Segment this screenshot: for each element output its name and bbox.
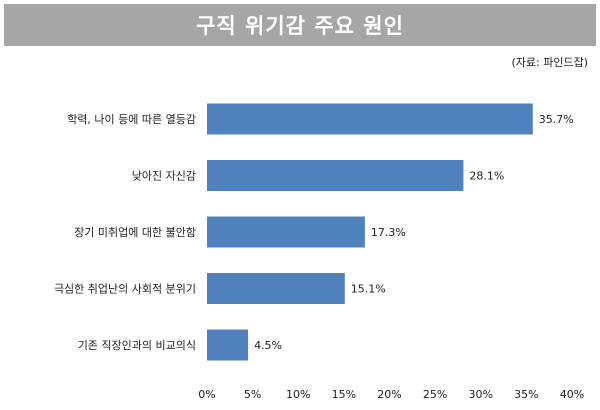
bar-0	[207, 103, 533, 135]
x-tick-label-1: 5%	[244, 388, 261, 401]
bar-4	[207, 329, 249, 361]
x-tick-label-6: 30%	[469, 388, 493, 401]
x-tick-label-4: 20%	[377, 388, 401, 401]
value-label-4: 4.5%	[254, 339, 282, 352]
value-label-0: 35.7%	[539, 113, 574, 126]
bars-group	[207, 103, 533, 361]
category-label-4: 기존 직장인과의 비교의식	[78, 339, 196, 352]
category-label-1: 낮아진 자신감	[132, 170, 196, 183]
x-tick-labels-group: 0% 5% 10% 15% 20% 25% 30% 35% 40%	[198, 388, 584, 401]
category-label-2: 장기 미취업에 대한 불안함	[74, 226, 196, 239]
x-tick-label-5: 25%	[423, 388, 447, 401]
bar-2	[207, 216, 365, 248]
x-tick-label-3: 15%	[332, 388, 356, 401]
value-label-3: 15.1%	[351, 283, 386, 296]
source-note: (자료: 파인드잡)	[511, 56, 588, 69]
x-tick-label-2: 10%	[286, 388, 310, 401]
chart-title: 구직 위기감 주요 원인	[4, 4, 596, 46]
category-label-0: 학력, 나이 등에 따른 열등감	[67, 113, 196, 126]
value-label-2: 17.3%	[371, 226, 406, 239]
bar-1	[207, 160, 464, 191]
x-tick-label-0: 0%	[198, 388, 215, 401]
value-labels-group: 35.7% 28.1% 17.3% 15.1% 4.5%	[254, 113, 574, 352]
x-tick-label-7: 35%	[514, 388, 538, 401]
bar-3	[207, 273, 345, 304]
category-label-3: 극심한 취업난의 사회적 분위기	[54, 283, 196, 296]
x-tick-label-8: 40%	[560, 388, 584, 401]
value-label-1: 28.1%	[469, 170, 504, 183]
